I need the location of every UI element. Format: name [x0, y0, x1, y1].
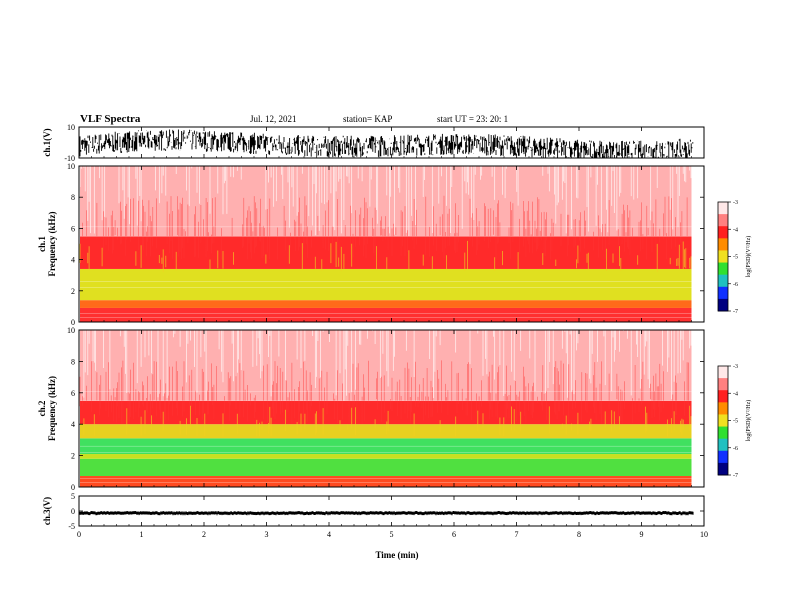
ch1-spectrogram-colorbar-tick-label: -6	[733, 282, 738, 288]
ch1-spectrogram-band	[80, 268, 692, 301]
ch2-spectrogram-ytick-label: 10	[67, 326, 75, 335]
ch1-spectrogram-colorbar: -3 -4 -5 -6 -7 log(PSD)(V²/Hz)	[717, 200, 752, 315]
ch1-spectrogram-band	[80, 300, 692, 308]
ch1-wave-ylabel: ch.1(V)	[42, 128, 52, 156]
ch1-spectrogram-ytick-label: 8	[71, 193, 75, 202]
x-tick-label: 8	[577, 530, 581, 539]
ch2-spectrogram-ytick-label: 8	[71, 357, 75, 366]
ch1-spectrogram-ytick-label: 10	[67, 162, 75, 171]
ch2-spectrogram-colorbar-segment	[718, 378, 728, 391]
x-tick-label: 2	[202, 530, 206, 539]
ch2-spectrogram-band	[80, 454, 692, 459]
header-start-time: start UT = 23: 20: 1	[437, 114, 508, 124]
ch2-spectrogram-colorbar-tick-label: -3	[733, 364, 738, 370]
ch2-spectrogram-ytick-label: 0	[71, 483, 75, 492]
ch1-spectrogram-colorbar-segment	[718, 298, 728, 312]
ch2-spectrogram-band	[80, 400, 692, 425]
ch1-spectrogram-ytick-label: 4	[71, 256, 75, 265]
ch3-wave-ylabel: ch.3(V)	[42, 497, 52, 525]
ch2-spectrogram-band	[80, 424, 692, 439]
ch1-spectrogram-image	[79, 166, 692, 322]
ch2-spectrogram-ytick-label: 2	[71, 452, 75, 461]
ch1-spectrogram-colorbar-segment	[718, 286, 728, 300]
x-tick-label: 9	[640, 530, 644, 539]
ch1-spectrogram-yellow-streaks	[79, 240, 692, 273]
ch2-spectrogram-band	[80, 458, 692, 477]
ch3-wave-ytick-label: 0	[71, 507, 75, 516]
ch1-spectrogram-colorbar-segment	[718, 202, 728, 215]
ch2-spectrogram-colorbar-segment	[718, 450, 728, 464]
ch2-spectrogram-colorbar-segment	[718, 426, 728, 440]
ch1-spectrogram-colorbar-label: log(PSD)(V²/Hz)	[745, 236, 752, 277]
x-tick-label: 3	[265, 530, 269, 539]
ch2-spectrogram-colorbar-segment	[718, 402, 728, 415]
ch2-spectrogram-colorbar-label: log(PSD)(V²/Hz)	[745, 400, 752, 441]
ch2-spectrogram-ylabel: ch.2	[37, 400, 47, 416]
ch2-spectrogram-colorbar-tick-label: -5	[733, 419, 738, 425]
ch2-spectrogram-colorbar-tick-label: -4	[733, 391, 738, 397]
ch1-spectrogram-ylabel: Frequency (kHz)	[47, 211, 57, 276]
ch1-spectrogram-noise-streaks	[79, 166, 692, 236]
ch1-wave-ytick-label: -10	[64, 154, 75, 163]
ch2-spectrogram-colorbar-segment	[718, 438, 728, 452]
x-axis-label: Time (min)	[375, 550, 418, 560]
ch1-spectrogram-colorbar-tick-label: -5	[733, 255, 738, 261]
ch3-wave-ytick-label: 5	[71, 492, 75, 501]
ch2-spectrogram-ytick-label: 4	[71, 420, 75, 429]
ch2-spectrogram-colorbar-segment	[718, 390, 728, 403]
ch2-spectrogram-red-streaks	[79, 360, 689, 424]
ch3-waveform-trace	[79, 511, 694, 516]
figure-title: VLF Spectra	[80, 113, 141, 125]
ch1-spectrogram-colorbar-segment	[718, 238, 728, 251]
ch1-spectrogram-band	[80, 236, 692, 269]
ch2-spectrogram-colorbar-tick-label: -7	[733, 473, 738, 479]
ch1-spectrogram-colorbar-tick-label: -4	[733, 227, 738, 233]
ch1-spectrogram-ytick-label: 2	[71, 287, 75, 296]
ch2-spectrogram-colorbar: -3 -4 -5 -6 -7 log(PSD)(V²/Hz)	[717, 364, 752, 479]
x-tick-label: 6	[452, 530, 456, 539]
ch1-spectrogram-ytick-label: 0	[71, 318, 75, 327]
ch2-spectrogram-colorbar-segment	[718, 366, 728, 379]
ch2-spectrogram-colorbar-segment	[718, 414, 728, 428]
ch1-spectrogram-colorbar-segment	[718, 250, 728, 264]
x-tick-label: 5	[390, 530, 394, 539]
x-tick-label: 10	[700, 530, 708, 539]
ch1-spectrogram-colorbar-segment	[718, 274, 728, 288]
ch1-spectrogram-colorbar-segment	[718, 262, 728, 276]
ch1-waveform-trace	[79, 129, 694, 158]
ch2-spectrogram-band	[80, 476, 692, 487]
ch3-wave-frame	[78, 495, 705, 527]
ch2-spectrogram-noise-streaks	[83, 330, 692, 401]
ch1-spectrogram-colorbar-segment	[718, 226, 728, 239]
x-tick-label: 0	[77, 530, 81, 539]
ch2-spectrogram-yellow-streaks	[83, 405, 692, 437]
x-tick-label: 4	[327, 530, 331, 539]
ch1-spectrogram-colorbar-tick-label: -3	[733, 200, 738, 206]
header-station: station= KAP	[343, 114, 392, 124]
ch1-spectrogram-ytick-label: 6	[71, 224, 75, 233]
ch3-wave-ytick-label: -5	[68, 522, 75, 531]
ch1-spectrogram-colorbar-tick-label: -7	[733, 309, 738, 315]
ch2-spectrogram-image	[79, 330, 692, 487]
ch2-spectrogram-colorbar-tick-label: -6	[733, 446, 738, 452]
header-date: Jul. 12, 2021	[250, 114, 297, 124]
ch2-spectrogram-ylabel: Frequency (kHz)	[47, 376, 57, 441]
ch1-wave-ytick-label: 10	[67, 123, 75, 132]
ch2-spectrogram-colorbar-segment	[718, 462, 728, 476]
ch1-spectrogram-band	[80, 307, 692, 322]
ch1-spectrogram-ylabel: ch.1	[37, 236, 47, 252]
x-tick-label: 1	[140, 530, 144, 539]
ch2-spectrogram-ytick-label: 6	[71, 389, 75, 398]
ch1-spectrogram-colorbar-segment	[718, 214, 728, 227]
x-tick-label: 7	[515, 530, 519, 539]
